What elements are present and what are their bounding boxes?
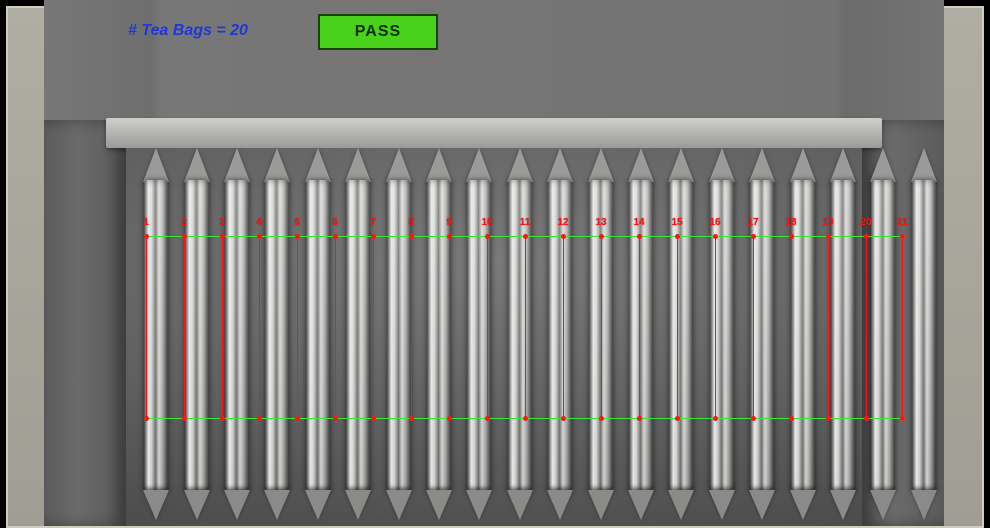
teabag xyxy=(744,148,780,520)
teabag xyxy=(623,148,659,520)
teabag xyxy=(138,148,174,520)
teabag xyxy=(583,148,619,520)
teabag xyxy=(219,148,255,520)
teabag xyxy=(704,148,740,520)
tray-lip xyxy=(106,118,882,148)
teabag xyxy=(663,148,699,520)
teabag xyxy=(381,148,417,520)
tray-wall-left xyxy=(44,120,126,526)
teabag xyxy=(179,148,215,520)
teabag xyxy=(502,148,538,520)
teabag xyxy=(259,148,295,520)
teabags-group xyxy=(136,148,852,520)
teabag xyxy=(865,148,901,520)
vision-inspection-frame: # Tea Bags = 20 PASS 1234567891011121314… xyxy=(0,0,990,528)
count-value: 20 xyxy=(230,22,248,39)
teabag xyxy=(825,148,861,520)
teabag xyxy=(421,148,457,520)
teabag xyxy=(340,148,376,520)
teabag xyxy=(542,148,578,520)
count-readout: # Tea Bags = 20 xyxy=(128,22,248,40)
teabag xyxy=(906,148,942,520)
teabag xyxy=(785,148,821,520)
status-badge: PASS xyxy=(318,14,438,50)
teabag xyxy=(300,148,336,520)
teabag xyxy=(461,148,497,520)
count-label: # Tea Bags = xyxy=(128,22,230,39)
camera-image: # Tea Bags = 20 PASS 1234567891011121314… xyxy=(44,0,944,526)
